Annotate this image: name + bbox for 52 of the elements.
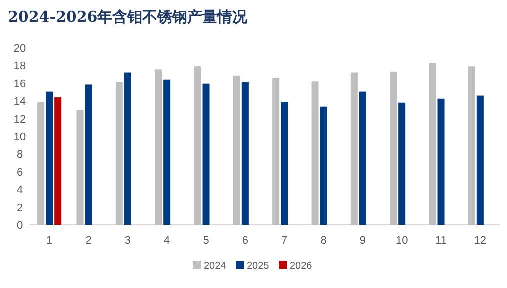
bar xyxy=(202,84,210,225)
y-tick-label: 0 xyxy=(16,220,24,232)
y-tick-label: 12 xyxy=(14,114,26,126)
x-tick-label: 12 xyxy=(474,235,487,247)
x-tick-label: 3 xyxy=(124,235,131,247)
bar xyxy=(281,102,288,225)
y-tick-label: 10 xyxy=(14,132,26,144)
y-tick-label: 4 xyxy=(16,184,24,197)
x-tick-label: 9 xyxy=(360,235,366,247)
bar xyxy=(476,96,484,225)
bar xyxy=(54,98,62,225)
legend-label: 2024 xyxy=(204,261,227,272)
x-tick-label: 10 xyxy=(396,235,408,247)
y-tick-label: 16 xyxy=(14,78,26,90)
bar xyxy=(242,82,249,225)
bar xyxy=(350,72,358,225)
x-tick-label: 7 xyxy=(282,235,288,247)
bar xyxy=(46,92,54,225)
y-tick-label: 14 xyxy=(14,96,26,108)
bar xyxy=(390,72,398,225)
bar xyxy=(438,98,445,225)
x-tick-label: 1 xyxy=(46,235,53,247)
bar xyxy=(233,76,240,225)
x-tick-label: 8 xyxy=(320,235,327,247)
bar xyxy=(468,66,476,225)
bar xyxy=(155,70,162,225)
x-tick-label: 6 xyxy=(242,235,248,247)
y-tick-label: 18 xyxy=(14,60,26,73)
bar xyxy=(76,110,84,225)
bar xyxy=(164,80,171,225)
bar xyxy=(116,82,123,225)
bar xyxy=(320,106,328,225)
bar xyxy=(124,72,132,225)
x-tick-label: 2 xyxy=(86,235,92,247)
bar xyxy=(312,82,319,225)
bar xyxy=(85,84,92,225)
bar xyxy=(272,78,280,225)
bar xyxy=(38,102,45,225)
title: 2024-2026年含钼不锈钢产量情况 xyxy=(8,8,248,26)
y-tick-label: 6 xyxy=(16,166,24,179)
bar xyxy=(359,92,366,225)
legend-label: 2025 xyxy=(247,261,270,272)
x-tick-label: 5 xyxy=(203,235,210,247)
x-tick-label: 11 xyxy=(436,235,447,247)
x-tick-label: 4 xyxy=(164,235,170,247)
bar xyxy=(429,63,436,225)
bar xyxy=(194,66,202,225)
y-tick-label: 8 xyxy=(16,149,24,162)
bar xyxy=(398,102,406,225)
y-tick-label: 2 xyxy=(16,202,24,214)
legend-label: 2026 xyxy=(290,261,313,272)
y-tick-label: 20 xyxy=(14,43,26,55)
